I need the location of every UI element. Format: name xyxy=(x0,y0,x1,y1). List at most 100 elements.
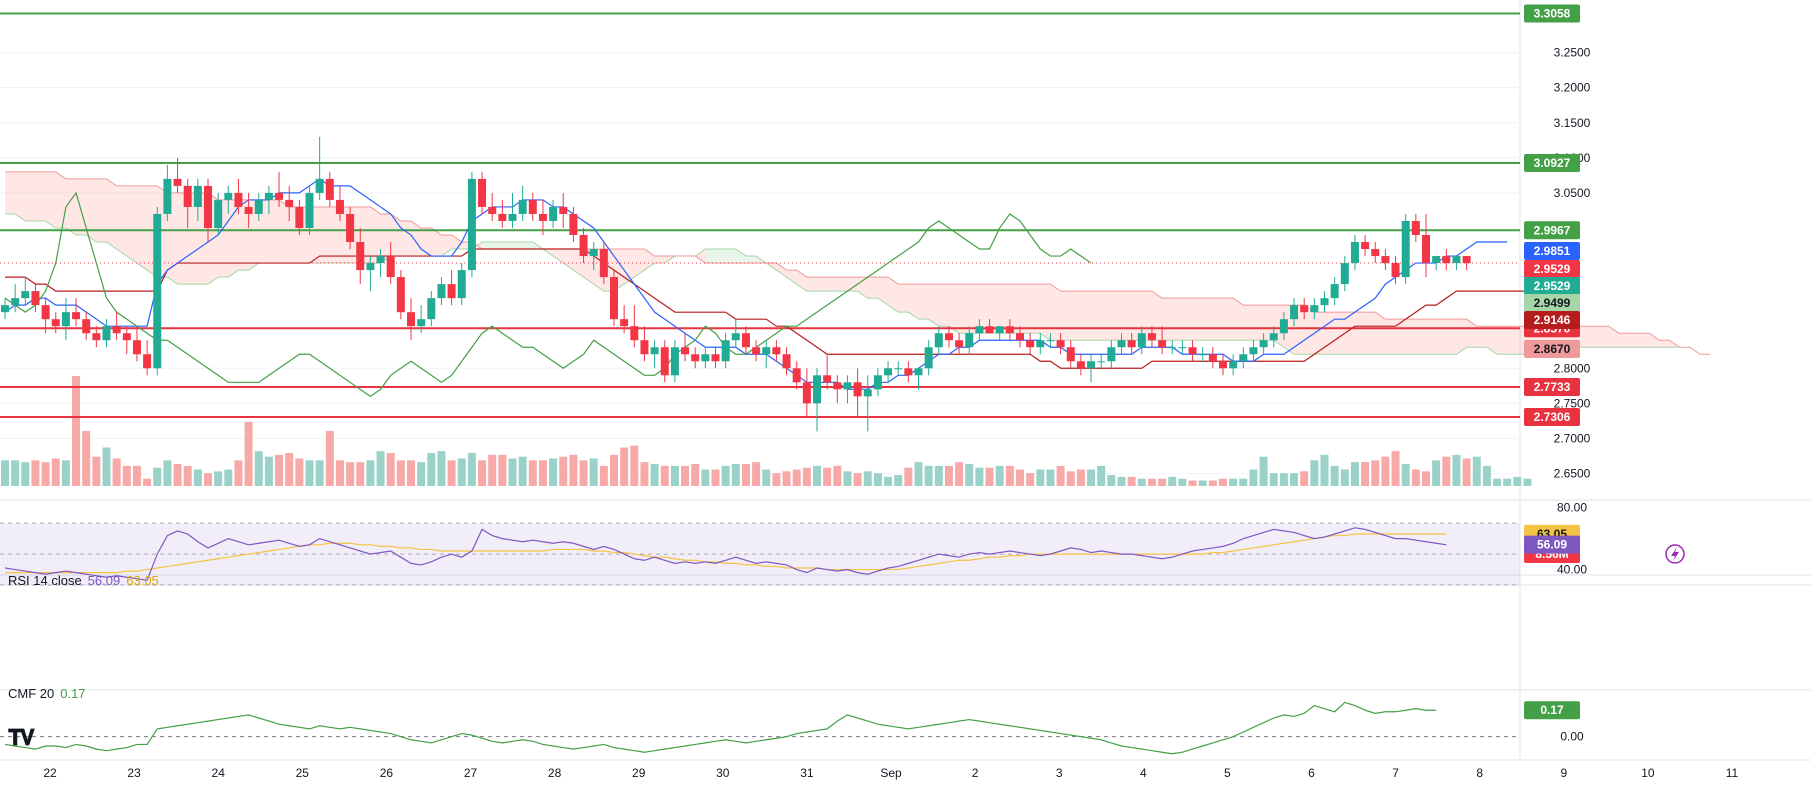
volume-bar xyxy=(599,465,608,486)
volume-bar xyxy=(183,465,192,486)
cmf-tick-label: 0.00 xyxy=(1560,730,1584,744)
volume-bar xyxy=(1340,469,1349,486)
time-tick-label: 30 xyxy=(716,766,730,780)
time-axis[interactable]: 22 23 24 25 26 27 28 29 30 31 Sep 2 3 4 5 6 7 8 9 10 11 xyxy=(0,759,1811,780)
volume-bar xyxy=(1127,476,1136,486)
candle-body xyxy=(528,199,537,214)
candle-body xyxy=(741,333,750,348)
candle-body xyxy=(985,326,994,334)
candle-body xyxy=(995,326,1004,334)
volume-bar xyxy=(813,465,821,486)
cloud-segment xyxy=(5,171,483,285)
volume-bar xyxy=(965,464,974,486)
candle-body xyxy=(346,213,355,243)
volume-bar xyxy=(21,462,30,486)
volume-bar xyxy=(681,465,690,486)
volume-bar xyxy=(1249,469,1258,486)
volume-bar xyxy=(204,473,212,486)
candle-body xyxy=(853,382,862,397)
candle-body xyxy=(894,368,903,370)
time-tick-label: 6 xyxy=(1308,766,1315,780)
candle-body xyxy=(1432,256,1441,264)
candle-body xyxy=(549,206,558,221)
volume-bar xyxy=(1036,469,1045,486)
time-tick-label: 24 xyxy=(212,766,226,780)
volume-bar xyxy=(1279,473,1288,486)
volume-bar xyxy=(1361,462,1370,486)
candle-body xyxy=(163,178,172,214)
volume-bar xyxy=(1046,469,1055,486)
volume-bar xyxy=(1452,454,1461,486)
candle-body xyxy=(711,354,720,362)
volume-bar xyxy=(985,467,994,486)
candle-body xyxy=(437,284,446,299)
volume-bar xyxy=(1310,460,1319,486)
cmf-legend[interactable]: CMF 20 0.17 xyxy=(8,686,92,701)
time-tick-label: 2 xyxy=(972,766,979,780)
candle-body xyxy=(589,249,598,257)
volume-bar xyxy=(1493,478,1502,486)
volume-bar xyxy=(1320,454,1329,486)
candle-body xyxy=(1411,220,1420,235)
volume-bar xyxy=(1229,478,1238,486)
candle-body xyxy=(51,319,60,327)
candle-body xyxy=(285,199,294,207)
candle-body xyxy=(863,389,872,397)
horizontal-levels[interactable] xyxy=(0,12,1520,418)
candle-body xyxy=(498,213,507,221)
kijun-sen-line xyxy=(5,248,1528,369)
volume-bar xyxy=(1066,471,1075,486)
candle-body xyxy=(1462,256,1471,264)
candle-body xyxy=(122,333,131,341)
rsi-tick-label: 80.00 xyxy=(1557,501,1587,515)
price-tick-label: 2.7500 xyxy=(1554,396,1591,410)
tradingview-logo-icon[interactable]: 𝐓𝐕 xyxy=(8,726,35,751)
volume-bar xyxy=(731,464,740,486)
level-badge-label: 2.7733 xyxy=(1534,380,1571,394)
volume-bar xyxy=(833,465,842,486)
rsi-legend[interactable]: RSI 14 close 56.09 63.05 xyxy=(8,573,165,588)
time-tick-label: 11 xyxy=(1726,766,1739,780)
volume-bar xyxy=(1411,469,1420,486)
rsi-badge xyxy=(1524,535,1580,554)
volume-bar xyxy=(1330,465,1339,486)
volume-bar xyxy=(478,460,487,486)
level-badge xyxy=(1524,221,1580,240)
candle-body xyxy=(305,192,314,228)
candle-body xyxy=(518,199,527,214)
volume-bar xyxy=(244,421,253,486)
candle-body xyxy=(1310,305,1319,313)
candle-body xyxy=(386,256,395,278)
volume-bar xyxy=(1503,478,1512,486)
volume-bar xyxy=(1147,478,1156,486)
time-tick-label: 26 xyxy=(380,766,394,780)
volume-bar xyxy=(366,460,375,486)
volume-bar xyxy=(610,454,618,486)
volume-bar xyxy=(650,464,659,486)
price-axis[interactable]: 3.25003.20003.15003.10003.05002.80002.75… xyxy=(1524,4,1685,744)
rsi-line xyxy=(4,527,1447,582)
candle-body xyxy=(721,340,730,362)
volume-bar xyxy=(1056,465,1065,486)
time-tick-label: 28 xyxy=(548,766,562,780)
time-tick-label: 25 xyxy=(296,766,310,780)
volume-bar xyxy=(1259,456,1268,486)
volume-bar xyxy=(670,465,679,486)
volume-bar xyxy=(1168,476,1177,486)
cloud-segment xyxy=(766,263,1680,355)
volume-bar xyxy=(1472,456,1481,486)
volume-bar xyxy=(488,454,497,486)
cmf-badge-label: 0.17 xyxy=(1540,703,1564,717)
candle-body xyxy=(427,298,436,320)
volume-bar xyxy=(1391,451,1400,486)
candle-body xyxy=(1320,298,1329,306)
candle-body xyxy=(1300,305,1309,313)
volume-bar xyxy=(934,465,943,486)
price-badge xyxy=(1524,242,1580,260)
volume-bar xyxy=(132,465,141,486)
volume-bar xyxy=(325,431,334,486)
candle-body xyxy=(132,340,141,355)
candle-body xyxy=(1026,340,1035,348)
volume-bar xyxy=(122,465,131,486)
